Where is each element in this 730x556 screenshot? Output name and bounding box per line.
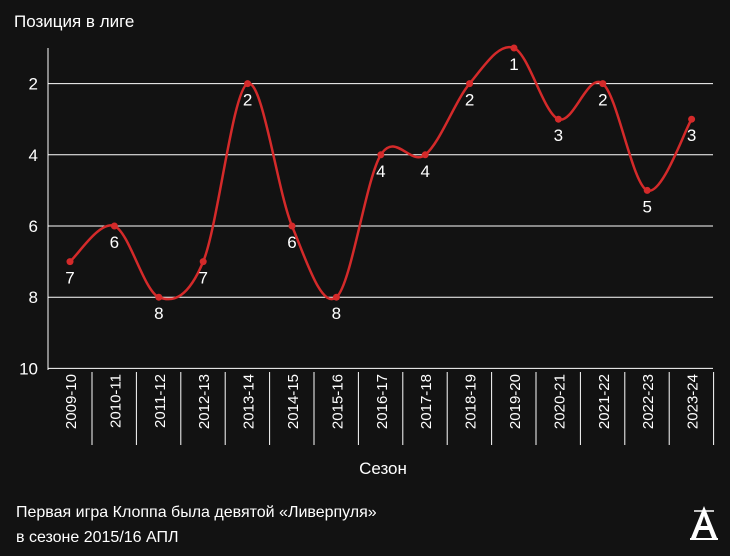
data-points [66, 44, 696, 301]
x-tick-label-2009-10: 2009-10 [63, 374, 80, 429]
data-label-2019-20: 1 [509, 55, 518, 74]
y-tick-label-2: 2 [29, 75, 38, 94]
y-tick-label-4: 4 [29, 146, 38, 165]
data-point-2013-14 [244, 80, 252, 88]
x-axis-title: Сезон [359, 459, 407, 478]
data-label-2020-21: 3 [554, 126, 563, 145]
data-point-2012-13 [199, 258, 207, 266]
gridlines [48, 83, 713, 369]
data-point-2011-12 [155, 293, 163, 301]
x-tick-label-2012-13: 2012-13 [196, 374, 213, 429]
data-label-2013-14: 2 [243, 91, 252, 110]
y-tick-label-8: 8 [29, 288, 38, 307]
x-tick-label-2010-11: 2010-11 [107, 374, 124, 428]
data-label-2016-17: 4 [376, 162, 385, 181]
x-tick-label-2016-17: 2016-17 [374, 374, 391, 429]
data-label-2011-12: 8 [154, 304, 163, 323]
x-tick-label-2019-20: 2019-20 [507, 374, 524, 429]
data-point-2019-20 [510, 44, 518, 52]
y-axis-title: Позиция в лиге [14, 12, 135, 31]
y-tick-label-6: 6 [29, 217, 38, 236]
data-label-2018-19: 2 [465, 91, 474, 110]
x-tick-label-2011-12: 2011-12 [152, 374, 169, 428]
x-tick-label-2021-22: 2021-22 [596, 374, 613, 429]
y-tick-labels: 2 4 6 8 10 [19, 75, 38, 379]
series-line [69, 45, 693, 301]
data-point-2016-17 [377, 151, 385, 159]
data-point-2021-22 [599, 80, 607, 88]
x-tick-label-2023-24: 2023-24 [685, 374, 702, 429]
footnote-line-2: в сезоне 2015/16 АПЛ [16, 529, 179, 546]
data-point-2017-18 [421, 151, 429, 159]
data-point-2010-11 [110, 222, 118, 230]
data-label-2021-22: 2 [598, 91, 607, 110]
data-point-2022-23 [643, 186, 651, 194]
x-tick-label-2022-23: 2022-23 [640, 374, 657, 429]
data-point-2023-24 [688, 115, 696, 123]
footnote: Первая игра Клоппа была девятой «Ливерпу… [16, 500, 377, 550]
data-point-2015-16 [332, 293, 340, 301]
x-tick-label-2013-14: 2013-14 [241, 374, 258, 429]
x-tick-label-2014-15: 2014-15 [285, 374, 302, 429]
data-label-2023-24: 3 [687, 126, 696, 145]
footnote-line-1: Первая игра Клоппа была девятой «Ливерпу… [16, 504, 377, 521]
data-labels: 7 6 8 7 2 6 8 4 4 2 1 3 2 5 3 [65, 55, 696, 323]
x-tick-label-2018-19: 2018-19 [463, 374, 480, 429]
x-tick-label-2017-18: 2017-18 [418, 374, 435, 429]
athletic-logo-icon [690, 506, 718, 540]
data-point-2014-15 [288, 222, 296, 230]
x-tick-labels: 2009-10 2010-11 2011-12 2012-13 2013-14 2014-… [63, 372, 715, 445]
data-label-2015-16: 8 [332, 304, 341, 323]
data-label-2014-15: 6 [287, 233, 296, 252]
x-tick-label-2015-16: 2015-16 [329, 374, 346, 429]
x-tick-label-2020-21: 2020-21 [551, 374, 568, 429]
data-point-2020-21 [554, 115, 562, 123]
data-label-2009-10: 7 [65, 269, 74, 288]
data-label-2012-13: 7 [198, 269, 207, 288]
y-tick-label-10: 10 [19, 359, 38, 378]
data-label-2010-11: 6 [110, 233, 119, 252]
data-point-2009-10 [66, 258, 74, 266]
data-label-2017-18: 4 [420, 162, 429, 181]
data-point-2018-19 [466, 80, 474, 88]
data-label-2022-23: 5 [642, 197, 651, 216]
